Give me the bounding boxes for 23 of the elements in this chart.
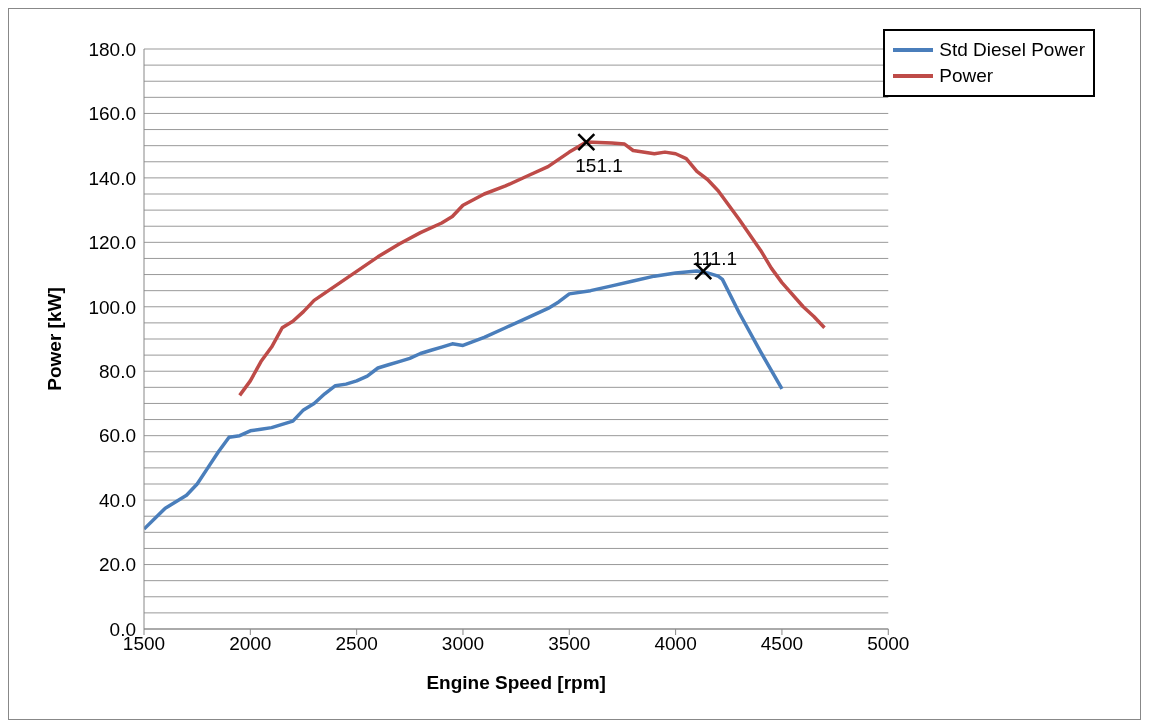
x-tick-label: 2500 <box>335 633 378 655</box>
annotation: 111.1 <box>692 248 737 270</box>
legend-label: Power <box>939 65 994 87</box>
line-series <box>144 269 784 531</box>
y-tick-label: 20.0 <box>99 554 136 576</box>
x-tick-label: 4000 <box>654 633 697 655</box>
y-tick-label: 120.0 <box>88 232 136 254</box>
y-tick-label: 180.0 <box>88 38 136 60</box>
annotation: 151.1 <box>575 155 623 177</box>
y-axis-title: Power [kW] <box>43 287 65 391</box>
x-axis-title: Engine Speed [rpm] <box>426 672 606 693</box>
x-tick-label: 2000 <box>229 633 272 655</box>
x-tick-label: 4500 <box>760 633 804 655</box>
y-tick-label: 60.0 <box>99 425 136 447</box>
y-tick-label: 40.0 <box>99 489 136 511</box>
x-tick-label: 3500 <box>548 633 591 655</box>
y-tick-label: 140.0 <box>88 167 136 189</box>
y-tick-label: 100.0 <box>88 296 136 318</box>
x-tick-label: 3000 <box>441 633 485 655</box>
y-tick-label: 80.0 <box>99 360 136 382</box>
x-tick-label: 5000 <box>867 633 910 655</box>
legend-label: Std Diesel Power <box>939 39 1085 61</box>
y-tick-label: 160.0 <box>88 103 136 125</box>
